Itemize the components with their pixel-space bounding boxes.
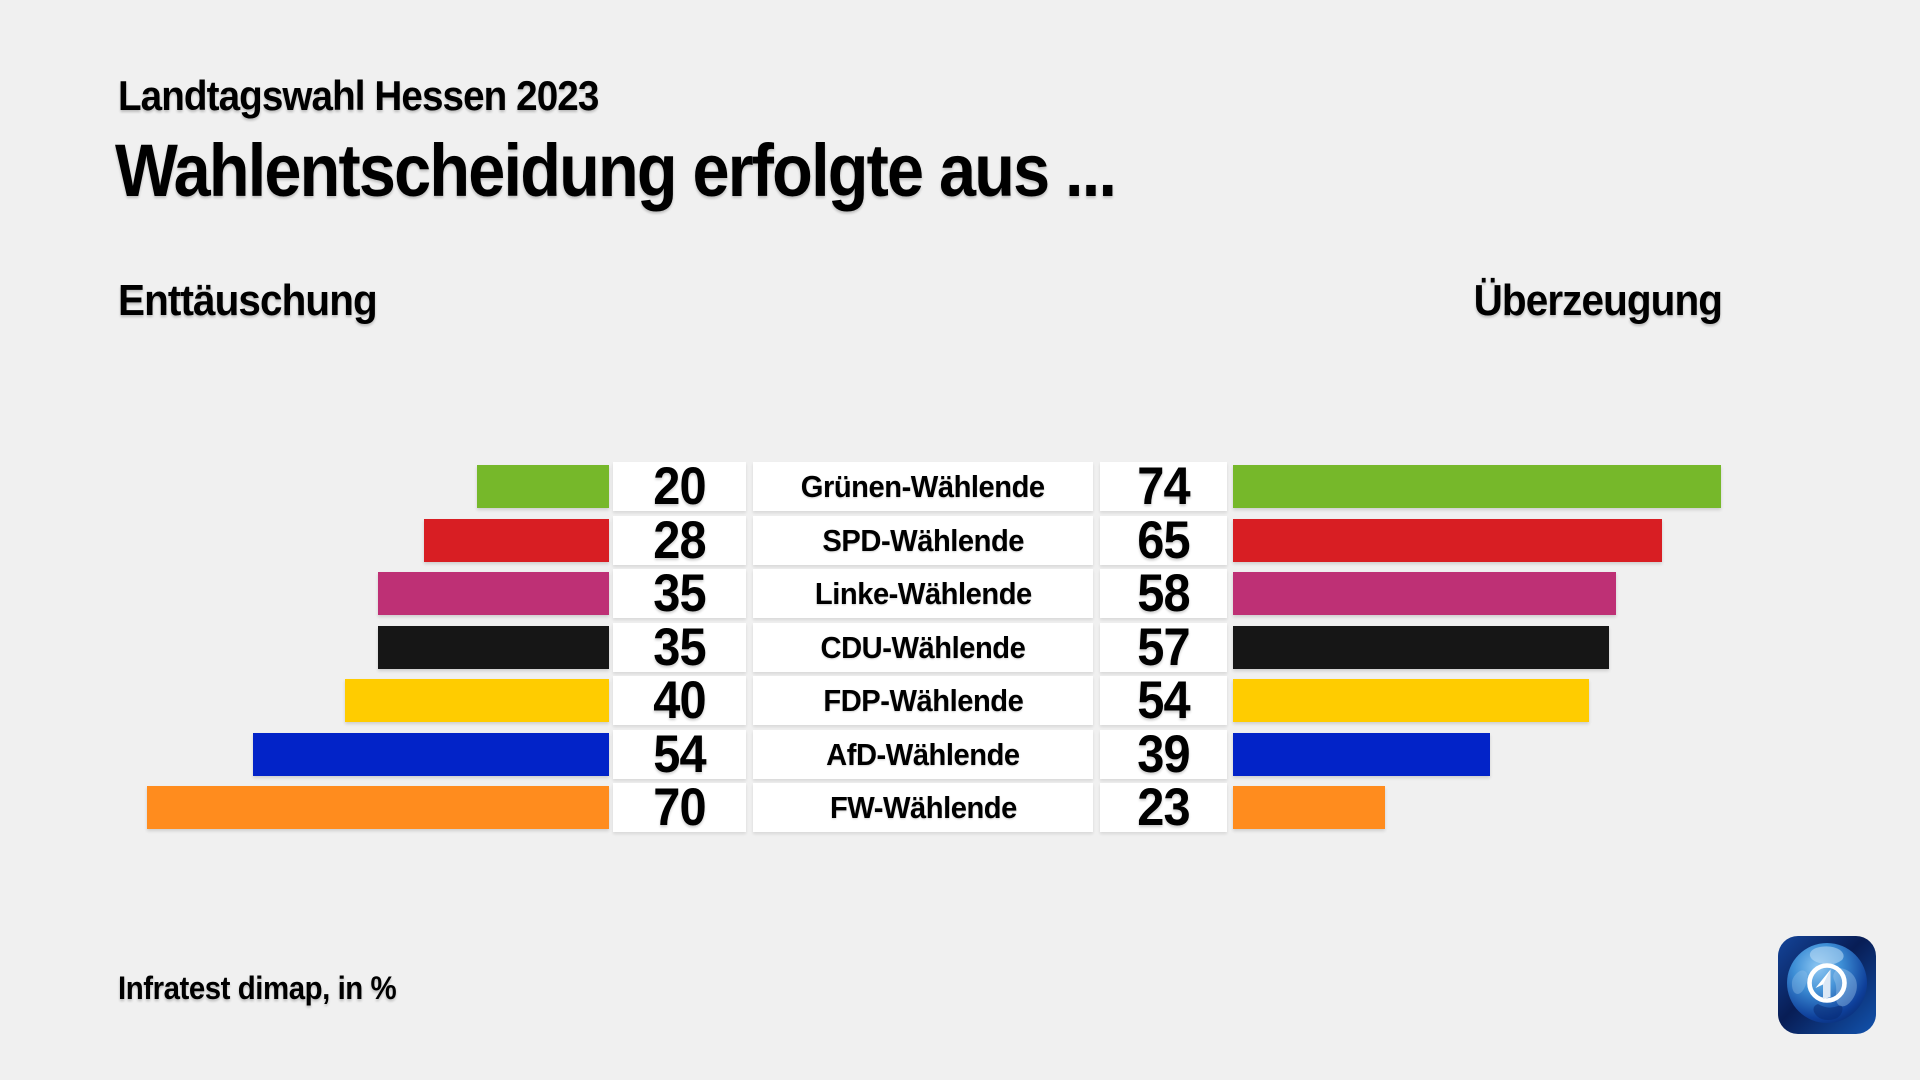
category-label-cell: SPD-Wählende <box>753 515 1093 565</box>
category-label: CDU-Wählende <box>820 629 1026 665</box>
category-label: Grünen-Wählende <box>801 469 1045 504</box>
right-bar <box>1233 518 1662 562</box>
kicker: Landtagswahl Hessen 2023 <box>118 72 599 119</box>
right-bar <box>1233 732 1491 776</box>
left-value-cell: 40 <box>613 671 746 730</box>
source-note: Infratest dimap, in % <box>118 970 397 1006</box>
category-label-cell: FDP-Wählende <box>753 676 1093 725</box>
axis-label-left: Enttäuschung <box>118 276 378 325</box>
right-bar <box>1233 679 1590 722</box>
left-value-cell: 35 <box>613 617 746 677</box>
diverging-bar-chart: 20 Grünen-Wählende 74 28 SPD-Wählende 65 <box>0 457 1920 840</box>
left-value: 40 <box>653 671 706 730</box>
right-value-cell: 74 <box>1100 457 1227 516</box>
left-value-cell: 20 <box>613 457 746 516</box>
category-label-cell: CDU-Wählende <box>753 622 1093 672</box>
right-value: 54 <box>1137 671 1190 730</box>
right-bar <box>1233 625 1610 669</box>
category-label-cell: AfD-Wählende <box>753 729 1093 779</box>
left-value: 35 <box>653 564 706 623</box>
right-value: 57 <box>1137 617 1190 677</box>
right-value: 58 <box>1137 564 1190 623</box>
chart-row: 54 AfD-Wählende 39 <box>0 724 1920 784</box>
chart-row: 70 FW-Wählende 23 <box>0 778 1920 837</box>
right-value-cell: 54 <box>1100 671 1227 730</box>
ard-globe-icon <box>1778 936 1876 1034</box>
left-bar <box>477 465 609 508</box>
right-bar <box>1233 465 1722 508</box>
left-bar <box>378 625 609 669</box>
left-value-cell: 54 <box>613 724 746 784</box>
left-value: 54 <box>653 724 706 784</box>
right-bar <box>1233 572 1616 615</box>
right-value-cell: 65 <box>1100 510 1227 570</box>
left-bar <box>147 786 609 829</box>
category-label: FW-Wählende <box>829 790 1017 825</box>
right-value: 39 <box>1137 724 1190 784</box>
category-label: FDP-Wählende <box>823 683 1023 718</box>
right-value: 65 <box>1137 510 1190 570</box>
left-value-cell: 28 <box>613 510 746 570</box>
category-label: Linke-Wählende <box>814 576 1032 611</box>
ard-logo <box>1778 936 1876 1034</box>
category-label: AfD-Wählende <box>826 736 1020 772</box>
left-bar <box>252 732 609 776</box>
right-value-cell: 57 <box>1100 617 1227 677</box>
category-label-cell: Grünen-Wählende <box>753 462 1093 511</box>
category-label-cell: Linke-Wählende <box>753 569 1093 618</box>
right-bar <box>1233 786 1385 829</box>
right-value-cell: 23 <box>1100 778 1227 837</box>
right-value-cell: 39 <box>1100 724 1227 784</box>
axis-label-right: Überzeugung <box>1473 276 1722 325</box>
right-value-cell: 58 <box>1100 564 1227 623</box>
category-label: SPD-Wählende <box>822 522 1024 558</box>
category-label-cell: FW-Wählende <box>753 783 1093 832</box>
left-bar <box>345 679 609 722</box>
right-value: 74 <box>1137 457 1190 516</box>
chart-row: 35 CDU-Wählende 57 <box>0 617 1920 677</box>
left-value-cell: 70 <box>613 778 746 837</box>
page-title: Wahlentscheidung erfolgte aus ... <box>115 129 1117 212</box>
left-value: 28 <box>653 510 706 570</box>
chart-row: 28 SPD-Wählende 65 <box>0 510 1920 570</box>
chart-row: 35 Linke-Wählende 58 <box>0 564 1920 623</box>
left-value: 20 <box>653 457 706 516</box>
left-value-cell: 35 <box>613 564 746 623</box>
left-value: 70 <box>653 778 706 837</box>
left-value: 35 <box>653 617 706 677</box>
left-bar <box>378 572 609 615</box>
chart-row: 40 FDP-Wählende 54 <box>0 671 1920 730</box>
left-bar <box>424 518 609 562</box>
right-value: 23 <box>1137 778 1190 837</box>
chart-row: 20 Grünen-Wählende 74 <box>0 457 1920 516</box>
